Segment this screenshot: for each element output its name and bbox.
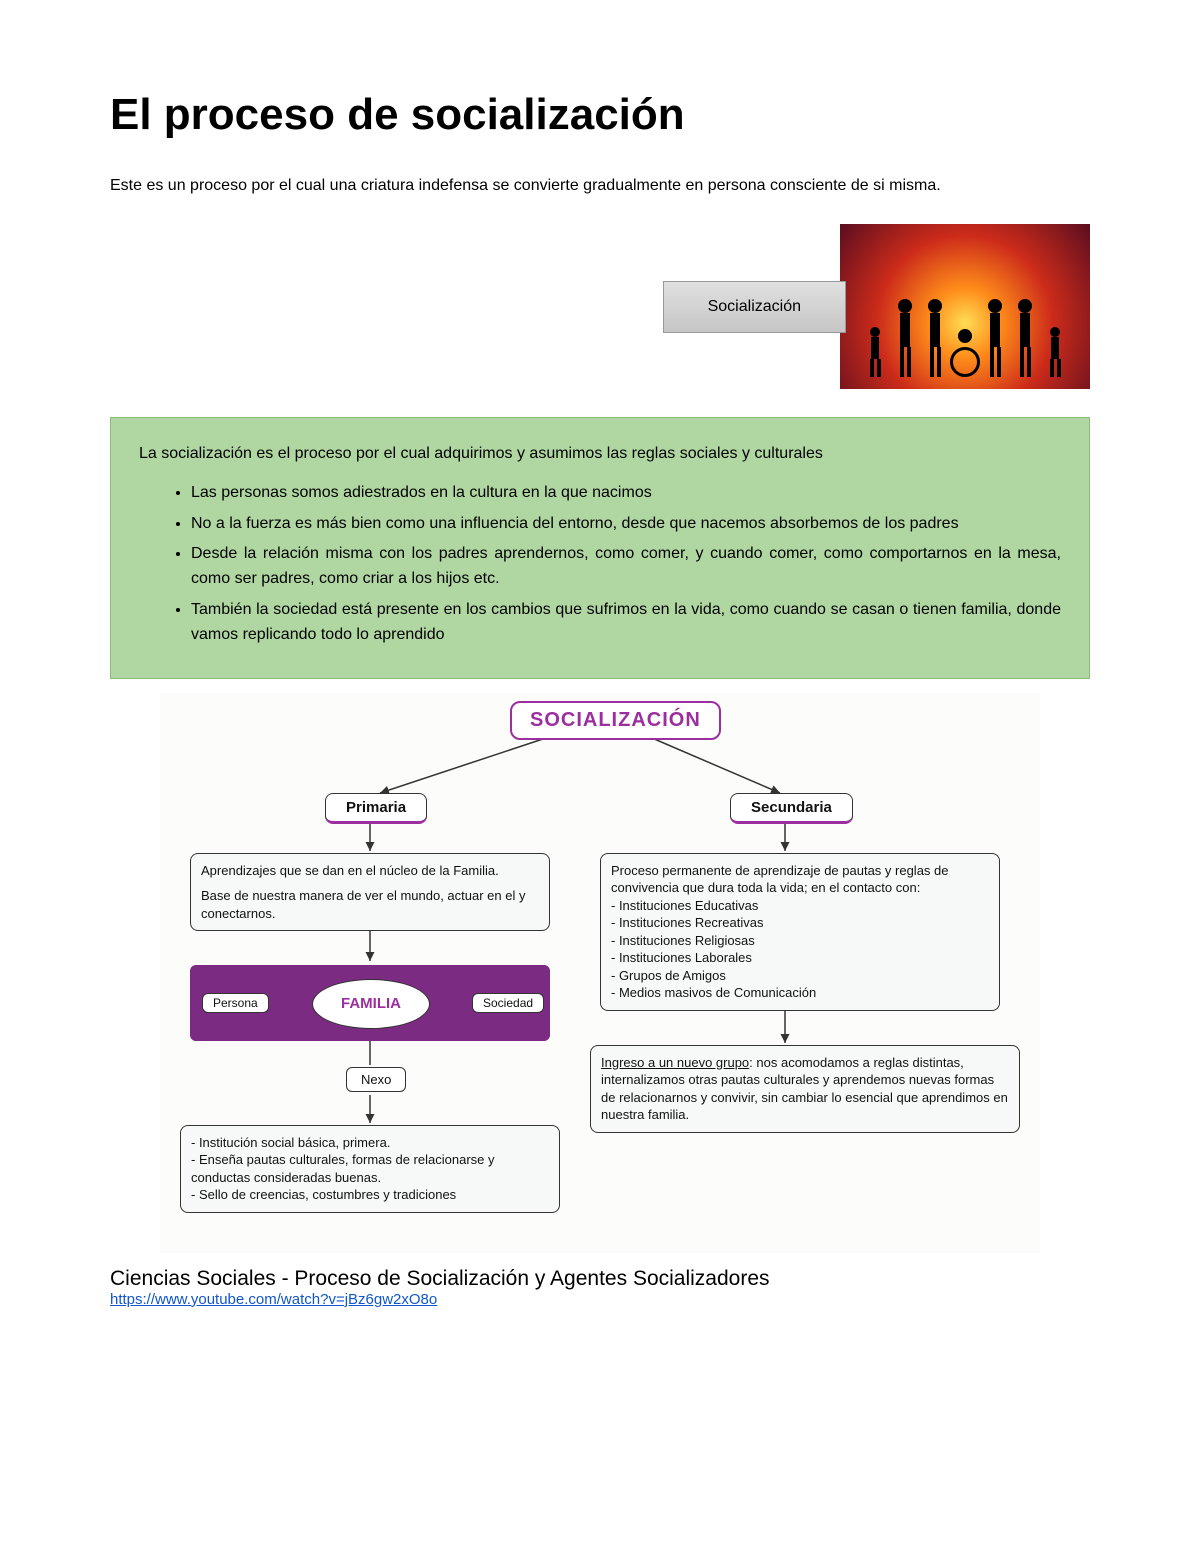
youtube-link[interactable]: https://www.youtube.com/watch?v=jBz6gw2x… xyxy=(110,1291,437,1308)
nexo-label: Nexo xyxy=(346,1067,406,1092)
footer: Ciencias Sociales - Proceso de Socializa… xyxy=(110,1267,1090,1309)
socializacion-label: Socialización xyxy=(663,281,846,333)
text: - Instituciones Religiosas xyxy=(611,932,989,950)
list-item: No a la fuerza es más bien como una infl… xyxy=(191,512,1061,537)
definition-lead: La socialización es el proceso por el cu… xyxy=(139,442,1061,467)
text: Proceso permanente de aprendizaje de pau… xyxy=(611,862,989,897)
text: - Enseña pautas culturales, formas de re… xyxy=(191,1151,549,1186)
text: - Instituciones Educativas xyxy=(611,897,989,915)
list-item: Desde la relación misma con los padres a… xyxy=(191,542,1061,592)
text: - Institución social básica, primera. xyxy=(191,1134,549,1152)
text: - Medios masivos de Comunicación xyxy=(611,984,989,1002)
sociedad-label: Sociedad xyxy=(472,993,544,1013)
definition-box: La socialización es el proceso por el cu… xyxy=(110,417,1090,679)
family-silhouette-image xyxy=(840,224,1090,389)
primaria-desc: Aprendizajes que se dan en el núcleo de … xyxy=(190,853,550,932)
footer-title: Ciencias Sociales - Proceso de Socializa… xyxy=(110,1267,1090,1291)
text: Aprendizajes que se dan en el núcleo de … xyxy=(201,862,539,880)
list-item: Las personas somos adiestrados en la cul… xyxy=(191,481,1061,506)
text: - Sello de creencias, costumbres y tradi… xyxy=(191,1186,549,1204)
concept-map: SOCIALIZACIÓN Primaria Secundaria Aprend… xyxy=(160,693,1040,1253)
text: Ingreso a un nuevo grupo xyxy=(601,1055,749,1070)
banner-row: Socialización xyxy=(110,224,1090,389)
map-title: SOCIALIZACIÓN xyxy=(510,701,721,740)
familia-ellipse: FAMILIA xyxy=(312,979,430,1029)
primaria-node: Primaria xyxy=(325,793,427,824)
text: - Instituciones Laborales xyxy=(611,949,989,967)
persona-label: Persona xyxy=(202,993,269,1013)
secundaria-detail: Ingreso a un nuevo grupo: nos acomodamos… xyxy=(590,1045,1020,1133)
secundaria-node: Secundaria xyxy=(730,793,853,824)
primaria-detail: - Institución social básica, primera. - … xyxy=(180,1125,560,1213)
page-title: El proceso de socialización xyxy=(110,90,1090,140)
secundaria-desc: Proceso permanente de aprendizaje de pau… xyxy=(600,853,1000,1011)
text: Base de nuestra manera de ver el mundo, … xyxy=(201,887,539,922)
text: - Instituciones Recreativas xyxy=(611,914,989,932)
intro-text: Este es un proceso por el cual una criat… xyxy=(110,174,1090,198)
text: - Grupos de Amigos xyxy=(611,967,989,985)
definition-list: Las personas somos adiestrados en la cul… xyxy=(139,481,1061,648)
list-item: También la sociedad está presente en los… xyxy=(191,598,1061,648)
